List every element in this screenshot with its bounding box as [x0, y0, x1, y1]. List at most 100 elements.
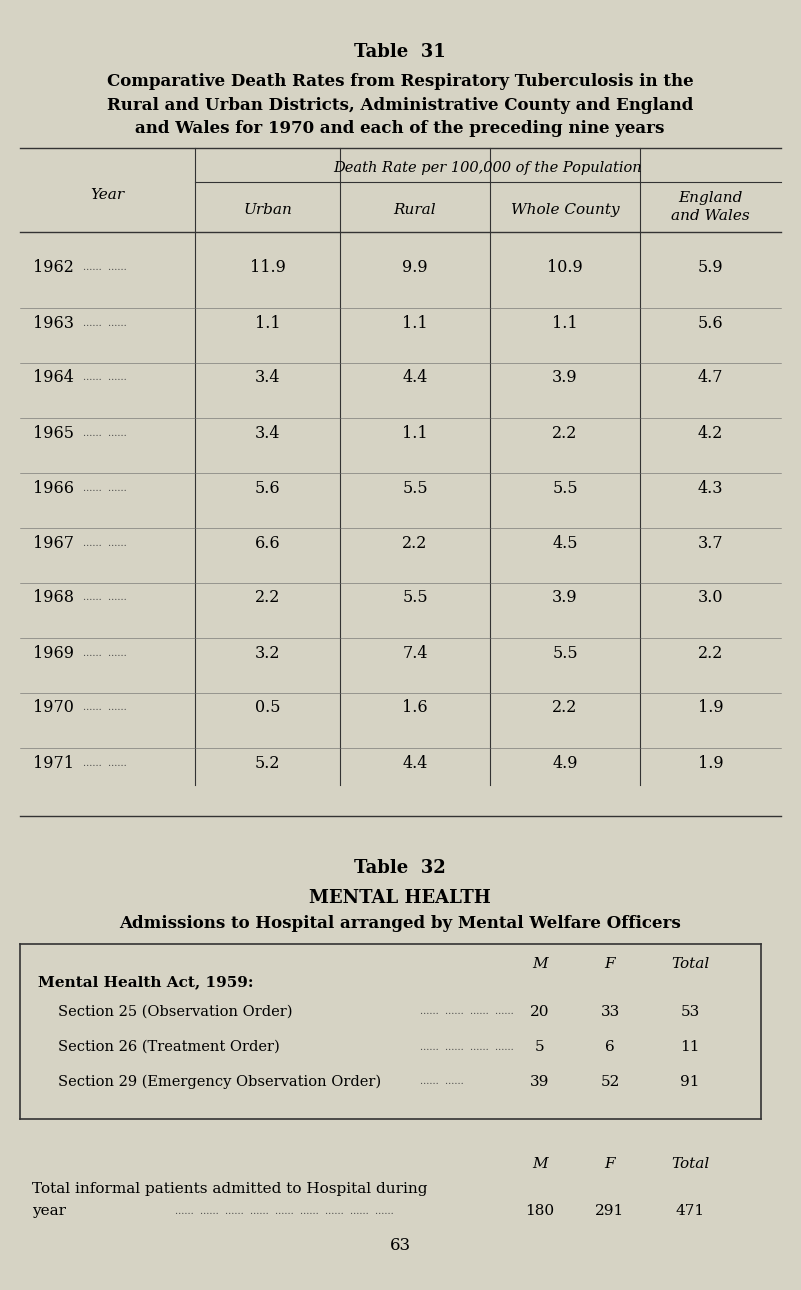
Text: 2.2: 2.2: [402, 534, 428, 552]
Text: 291: 291: [595, 1204, 625, 1218]
Text: 2.2: 2.2: [553, 424, 578, 441]
Text: 2.2: 2.2: [553, 699, 578, 716]
Text: 3.9: 3.9: [552, 590, 578, 606]
Text: 5: 5: [535, 1040, 545, 1054]
Text: 1970: 1970: [33, 699, 74, 716]
Text: 3.2: 3.2: [255, 645, 280, 662]
Text: 5.5: 5.5: [402, 480, 428, 497]
Text: 1965: 1965: [33, 424, 74, 441]
Text: 180: 180: [525, 1204, 554, 1218]
Text: 2.2: 2.2: [255, 590, 280, 606]
Text: 52: 52: [600, 1075, 620, 1089]
Text: Table  32: Table 32: [354, 859, 446, 877]
Text: 4.3: 4.3: [698, 480, 723, 497]
Text: ......  ......: ...... ......: [83, 263, 127, 272]
Text: 4.4: 4.4: [402, 369, 428, 387]
Text: Urban: Urban: [243, 203, 292, 217]
Text: Section 25 (Observation Order): Section 25 (Observation Order): [58, 1005, 292, 1019]
Text: ......  ......  ......  ......: ...... ...... ...... ......: [420, 1042, 513, 1051]
Text: 11.9: 11.9: [250, 259, 285, 276]
Text: 5.5: 5.5: [402, 590, 428, 606]
Text: ......  ......: ...... ......: [83, 593, 127, 602]
Text: 3.7: 3.7: [698, 534, 723, 552]
Text: Total: Total: [671, 957, 709, 971]
Text: Section 29 (Emergency Observation Order): Section 29 (Emergency Observation Order): [58, 1075, 381, 1089]
Text: 5.6: 5.6: [698, 315, 723, 332]
Text: 5.6: 5.6: [255, 480, 280, 497]
Text: 2.2: 2.2: [698, 645, 723, 662]
Text: 3.4: 3.4: [255, 424, 280, 441]
Text: ......  ......: ...... ......: [83, 538, 127, 547]
Text: 4.7: 4.7: [698, 369, 723, 387]
Text: 1.1: 1.1: [402, 315, 428, 332]
Text: 3.9: 3.9: [552, 369, 578, 387]
Text: Comparative Death Rates from Respiratory Tuberculosis in the
Rural and Urban Dis: Comparative Death Rates from Respiratory…: [107, 74, 694, 137]
Text: Year: Year: [91, 188, 125, 203]
Text: 63: 63: [389, 1237, 411, 1254]
Text: 1.6: 1.6: [402, 699, 428, 716]
Text: 1963: 1963: [33, 315, 74, 332]
Text: 39: 39: [530, 1075, 549, 1089]
Text: MENTAL HEALTH: MENTAL HEALTH: [309, 889, 491, 907]
Text: ......  ......: ...... ......: [83, 428, 127, 437]
Text: 1.9: 1.9: [698, 755, 723, 771]
Text: 1.9: 1.9: [698, 699, 723, 716]
Text: 1967: 1967: [33, 534, 74, 552]
Text: 4.2: 4.2: [698, 424, 723, 441]
Text: ......  ......  ......  ......  ......  ......  ......  ......  ......: ...... ...... ...... ...... ...... .....…: [175, 1206, 394, 1215]
Text: 1962: 1962: [33, 259, 74, 276]
Text: ......  ......: ...... ......: [83, 703, 127, 712]
Text: 1971: 1971: [33, 755, 74, 771]
Text: ......  ......  ......  ......: ...... ...... ...... ......: [420, 1007, 513, 1017]
Text: Table  31: Table 31: [354, 43, 446, 61]
Text: 5.5: 5.5: [552, 480, 578, 497]
Text: England
and Wales: England and Wales: [671, 191, 750, 223]
Text: Total informal patients admitted to Hospital during: Total informal patients admitted to Hosp…: [32, 1182, 428, 1196]
Text: 1966: 1966: [33, 480, 74, 497]
Text: 10.9: 10.9: [547, 259, 583, 276]
Text: 3.4: 3.4: [255, 369, 280, 387]
Text: year: year: [32, 1204, 66, 1218]
Text: 91: 91: [680, 1075, 700, 1089]
Text: Whole County: Whole County: [511, 203, 619, 217]
Text: 4.9: 4.9: [552, 755, 578, 771]
Text: M: M: [532, 957, 548, 971]
Text: 5.2: 5.2: [255, 755, 280, 771]
Text: 1968: 1968: [33, 590, 74, 606]
Text: 1964: 1964: [33, 369, 74, 387]
Text: Section 26 (Treatment Order): Section 26 (Treatment Order): [58, 1040, 280, 1054]
Text: 1.1: 1.1: [255, 315, 280, 332]
Text: 4.5: 4.5: [552, 534, 578, 552]
Text: ......  ......: ...... ......: [83, 649, 127, 658]
Text: Admissions to Hospital arranged by Mental Welfare Officers: Admissions to Hospital arranged by Menta…: [119, 916, 681, 933]
Text: 33: 33: [601, 1005, 620, 1019]
Text: Death Rate per 100,000 of the Population: Death Rate per 100,000 of the Population: [334, 161, 642, 175]
Text: 5.5: 5.5: [552, 645, 578, 662]
Text: 0.5: 0.5: [255, 699, 280, 716]
Text: M: M: [532, 1157, 548, 1171]
Text: 7.4: 7.4: [402, 645, 428, 662]
Text: F: F: [605, 957, 615, 971]
Text: ......  ......: ...... ......: [83, 319, 127, 328]
Text: 471: 471: [675, 1204, 705, 1218]
Text: 1.1: 1.1: [552, 315, 578, 332]
Text: 6: 6: [605, 1040, 615, 1054]
Text: 20: 20: [530, 1005, 549, 1019]
Text: 53: 53: [680, 1005, 699, 1019]
Text: Mental Health Act, 1959:: Mental Health Act, 1959:: [38, 975, 253, 989]
Text: 3.0: 3.0: [698, 590, 723, 606]
Text: ......  ......: ...... ......: [83, 759, 127, 768]
Text: ......  ......: ...... ......: [420, 1077, 464, 1086]
Text: F: F: [605, 1157, 615, 1171]
Text: 1.1: 1.1: [402, 424, 428, 441]
Text: 5.9: 5.9: [698, 259, 723, 276]
Text: 1969: 1969: [33, 645, 74, 662]
Text: Rural: Rural: [393, 203, 437, 217]
Text: 9.9: 9.9: [402, 259, 428, 276]
Text: 4.4: 4.4: [402, 755, 428, 771]
Text: ......  ......: ...... ......: [83, 374, 127, 383]
Text: ......  ......: ...... ......: [83, 484, 127, 493]
Text: 11: 11: [680, 1040, 700, 1054]
Text: 6.6: 6.6: [255, 534, 280, 552]
Text: Total: Total: [671, 1157, 709, 1171]
